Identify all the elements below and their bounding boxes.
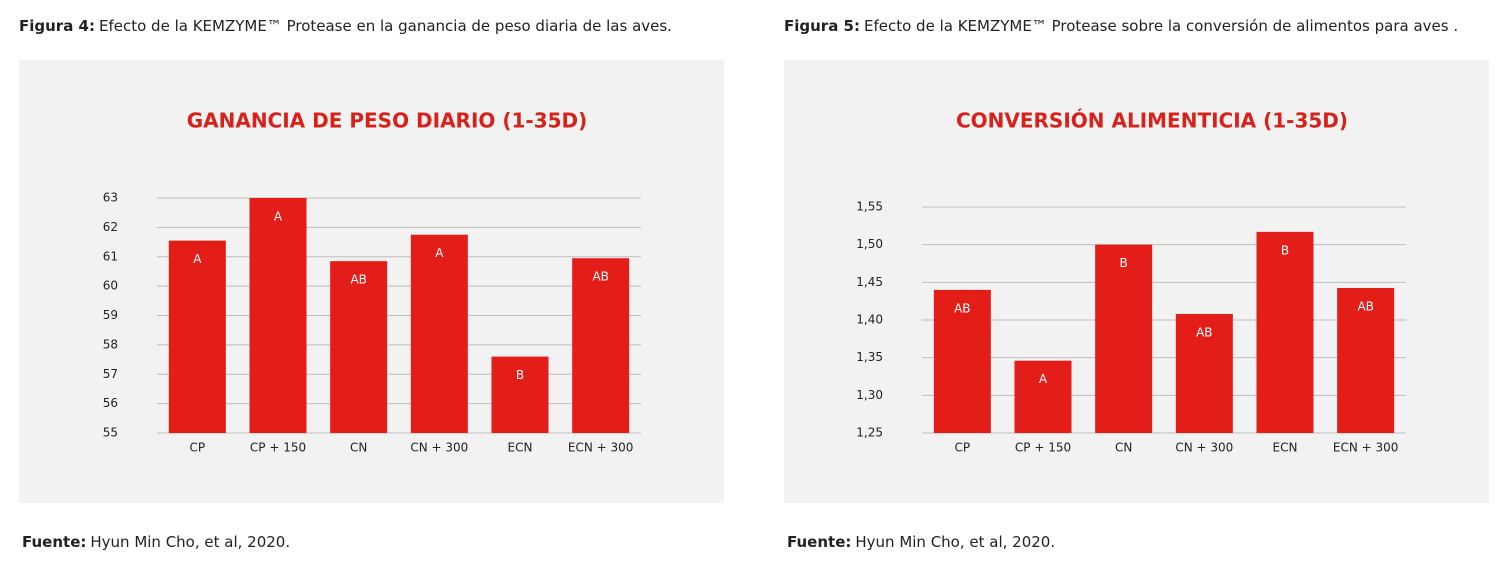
source-label: Fuente: [787,533,851,551]
x-tick-label: CP + 150 [250,441,306,455]
y-tick-label: 57 [103,367,118,381]
caption-label: Figura 4: [19,17,95,35]
y-tick-label: 1,30 [856,388,883,402]
caption-text: Efecto de la KEMZYME™ Protease sobre la … [864,17,1458,35]
caption-label: Figura 5: [784,17,860,35]
bar [249,198,307,433]
bar-annotation: AB [592,270,608,284]
x-tick-label: CP [190,441,206,455]
y-tick-label: 1,50 [856,237,883,251]
chart-title: GANANCIA DE PESO DIARIO (1-35D) [187,109,588,133]
x-tick-label: ECN [1273,441,1298,455]
caption-text: Efecto de la KEMZYME™ Protease en la gan… [99,17,672,35]
bar [491,356,549,433]
chart-title: CONVERSIÓN ALIMENTICIA (1-35D) [956,109,1348,133]
x-tick-label: CP [955,441,971,455]
y-tick-label: 62 [103,220,118,234]
source: Fuente: Hyun Min Cho, et al, 2020. [787,533,1055,551]
bar-annotation: A [193,252,202,266]
x-tick-label: CN + 300 [1175,441,1233,455]
y-tick-label: 1,40 [856,313,883,327]
bar [1095,244,1153,433]
bar-annotation: A [1039,372,1048,386]
bar-annotation: A [274,210,283,224]
y-tick-label: 63 [103,191,118,205]
y-tick-label: 1,25 [856,426,883,440]
source-text: Hyun Min Cho, et al, 2020. [90,533,290,551]
bar [933,289,991,433]
bar-annotation: AB [1357,299,1373,313]
y-tick-label: 61 [103,249,118,263]
x-tick-label: ECN + 300 [1333,441,1399,455]
bar [1256,231,1314,433]
y-tick-label: 1,45 [856,275,883,289]
source-text: Hyun Min Cho, et al, 2020. [855,533,1055,551]
x-tick-label: CN [350,441,367,455]
source-label: Fuente: [22,533,86,551]
bar [572,258,630,433]
bar-annotation: B [1120,256,1128,270]
y-tick-label: 56 [103,396,118,410]
bar [330,261,388,433]
x-tick-label: ECN [508,441,533,455]
x-tick-label: CP + 150 [1015,441,1071,455]
x-tick-label: CN [1115,441,1132,455]
bar-annotation: AB [954,301,970,315]
y-tick-label: 1,35 [856,350,883,364]
bar [1337,287,1395,433]
y-tick-label: 58 [103,337,118,351]
source: Fuente: Hyun Min Cho, et al, 2020. [22,533,290,551]
bar-annotation: AB [350,273,366,287]
caption: Figura 5: Efecto de la KEMZYME™ Protease … [784,17,1458,35]
x-tick-label: ECN + 300 [568,441,634,455]
bar [1175,313,1233,433]
y-tick-label: 55 [103,426,118,440]
bar-annotation: AB [1196,325,1212,339]
y-tick-label: 60 [103,279,118,293]
caption: Figura 4: Efecto de la KEMZYME™ Protease … [19,17,672,35]
x-tick-label: CN + 300 [410,441,468,455]
bar [410,234,468,433]
bar [1014,360,1072,433]
y-tick-label: 59 [103,308,118,322]
bar [168,240,226,433]
bar-annotation: A [435,246,444,260]
y-tick-label: 1,55 [856,200,883,214]
bar-annotation: B [1281,243,1289,257]
bar-annotation: B [516,368,524,382]
